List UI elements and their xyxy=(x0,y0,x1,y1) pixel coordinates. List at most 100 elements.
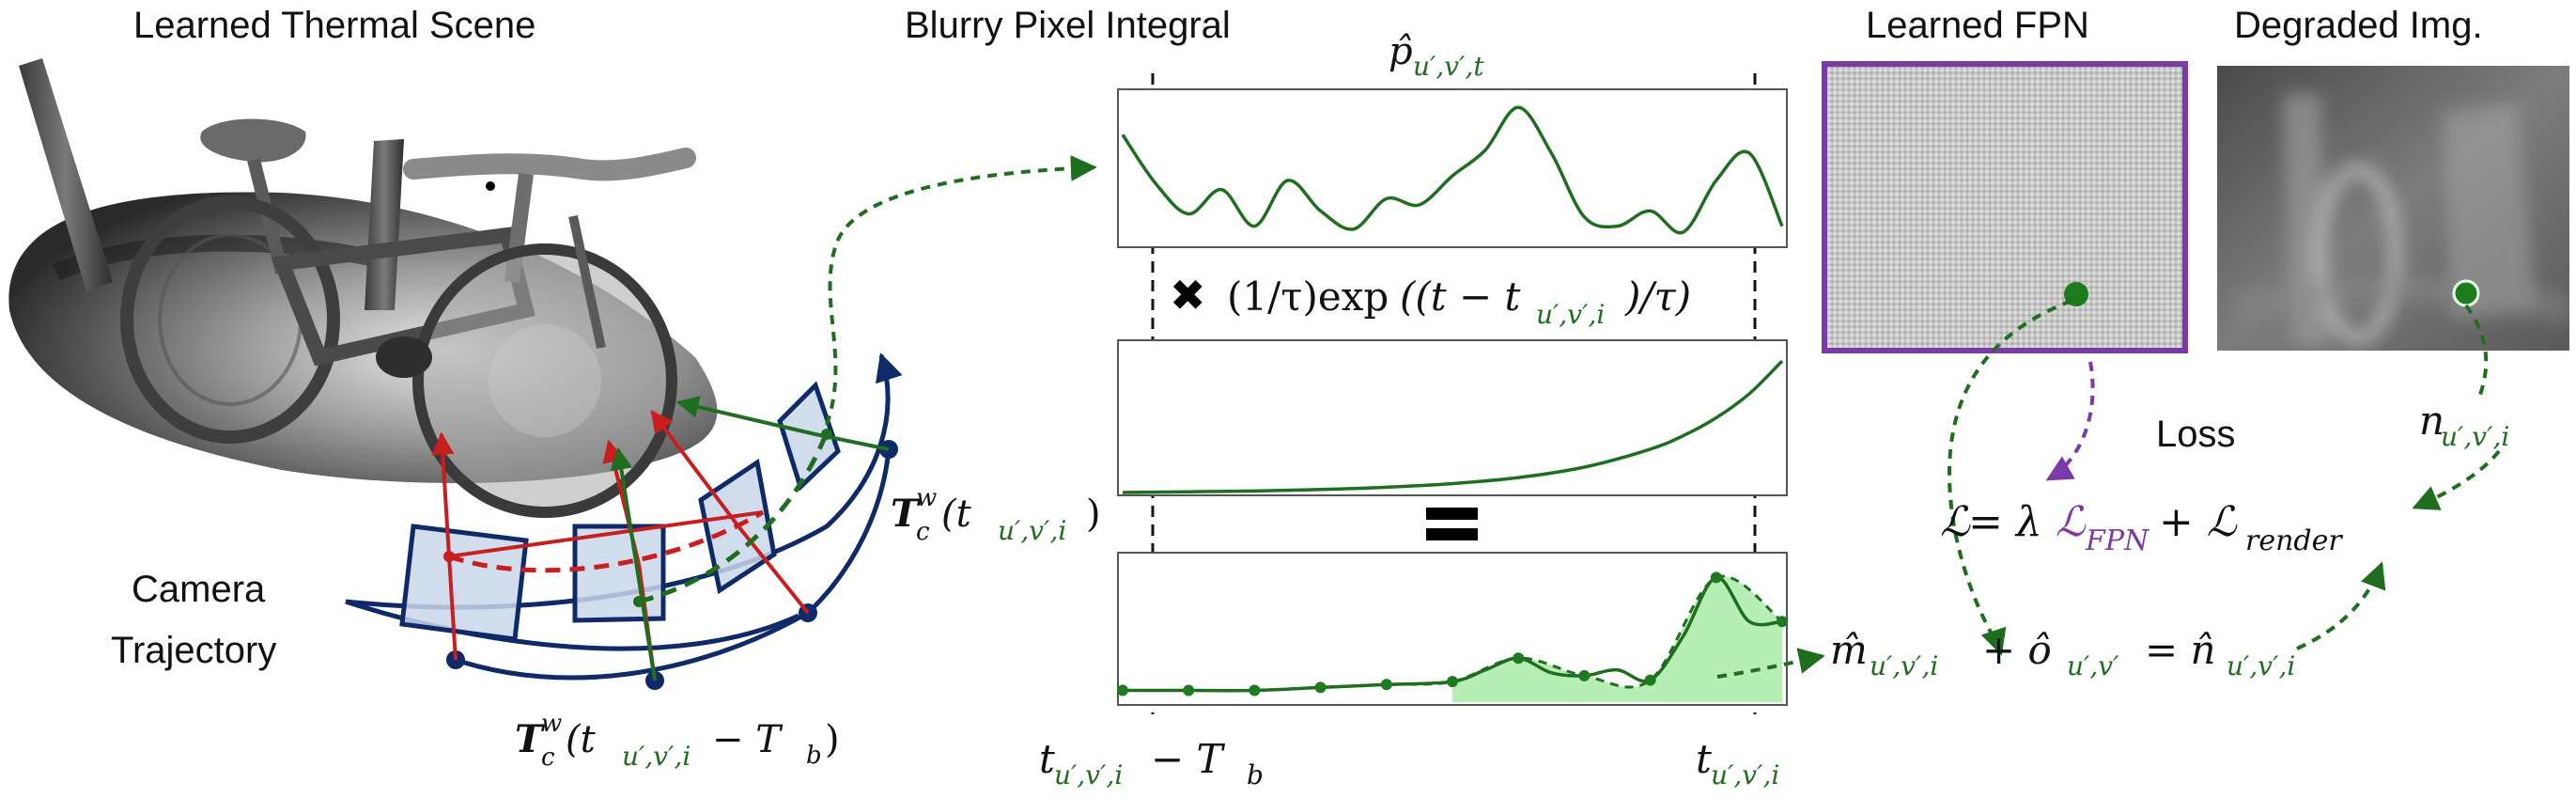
pose-lower-close: ) xyxy=(825,718,840,761)
pose-label-lower: T w c (t u′,v′,i − T b ) xyxy=(515,710,840,772)
ray-end-dot xyxy=(821,429,832,440)
pose-upper-close: ) xyxy=(1086,493,1101,536)
model-equation: m̂ u′,v′,i + ô u′,v′ = n̂ u′,v′,i xyxy=(1830,627,2295,681)
weight-curve xyxy=(1122,359,1784,494)
signal-label-p: p̂ xyxy=(1389,30,1413,73)
time-start-t: t xyxy=(1039,736,1055,782)
pose-upper-idx: u′,v′,i xyxy=(998,515,1066,546)
equals-icon xyxy=(1426,508,1478,540)
pose-lower-idx: u′,v′,i xyxy=(622,741,691,772)
product-sample-dot xyxy=(1249,684,1261,696)
product-samples xyxy=(1117,571,1788,696)
link-degraded-to-observed xyxy=(2464,304,2489,396)
loss-title: Loss xyxy=(2156,414,2236,455)
signal-label-sub: u′,v′,t xyxy=(1413,51,1484,82)
pose-label-upper: T w c (t u′,v′,i ) xyxy=(891,484,1101,546)
product-sample-dot xyxy=(1117,684,1128,696)
camera-frame xyxy=(777,381,841,492)
camera-axis-red xyxy=(431,431,455,557)
trajectory-label-line1: Camera xyxy=(132,569,266,610)
model-m-sub: u′,v′,i xyxy=(1870,650,1938,681)
weight-idx: u′,v′,i xyxy=(1536,299,1605,330)
pose-lower-T: T xyxy=(515,717,546,761)
pose-lower-sup: w xyxy=(541,710,562,738)
panel-signal xyxy=(1117,88,1788,248)
weight-text-c: )/τ) xyxy=(1624,274,1691,320)
loss-equation: ℒ = λ ℒ FPN + ℒ render xyxy=(1940,498,2343,557)
model-o-sub: u′,v′ xyxy=(2067,650,2119,681)
pose-upper-sub: c xyxy=(916,518,930,546)
camera-axis-green xyxy=(675,396,816,436)
panel-weight xyxy=(1117,339,1788,496)
link-estimate-to-loss xyxy=(2296,561,2386,650)
weight-expression: ✖ (1/τ)exp ((t − t u′,v′,i )/τ) xyxy=(1170,271,1691,330)
time-start-b: b xyxy=(1247,759,1264,790)
degraded-image xyxy=(2217,66,2569,351)
camera-trajectory xyxy=(345,352,903,690)
time-start-idx: u′,v′,i xyxy=(1054,759,1123,790)
loss-render-sub: render xyxy=(2245,524,2343,557)
loss-fpn-sub: FPN xyxy=(2085,524,2150,557)
camera-axis-red xyxy=(650,410,740,528)
model-n-sub: u′,v′,i xyxy=(2227,650,2295,681)
product-sample-dot xyxy=(1578,669,1591,681)
signal-label: p̂ u′,v′,t xyxy=(1389,30,1484,82)
thermal-scene-render xyxy=(8,58,718,518)
camera-ray-red xyxy=(448,510,764,558)
heading-integral: Blurry Pixel Integral xyxy=(905,5,1231,46)
link-fpn-to-estimate xyxy=(1948,299,2072,656)
observed-label: n u′,v′,i xyxy=(2419,398,2509,452)
loss-Lfpn: ℒ xyxy=(2056,498,2087,546)
time-start-rest: − T xyxy=(1151,736,1226,782)
weight-text-a: (1/τ)exp xyxy=(1227,274,1389,320)
heading-scene: Learned Thermal Scene xyxy=(133,5,535,46)
pose-upper-sup: w xyxy=(916,484,937,512)
model-eq-n: = n̂ xyxy=(2145,627,2216,673)
pose-lower-b: b xyxy=(806,742,822,770)
product-sample-dot xyxy=(1710,571,1722,584)
heading-fpn: Learned FPN xyxy=(1866,5,2089,46)
observed-sub: u′,v′,i xyxy=(2441,421,2509,452)
time-label-start: t u′,v′,i − T b xyxy=(1039,736,1264,790)
model-plus-o: + ô xyxy=(1982,627,2052,673)
times-icon: ✖ xyxy=(1170,271,1206,320)
weight-text-b: ((t − t xyxy=(1400,274,1521,320)
trajectory-label-line2: Trajectory xyxy=(111,630,276,671)
loss-plus: + ℒ xyxy=(2159,498,2238,546)
product-sample-dot xyxy=(1183,684,1195,696)
product-sample-dot xyxy=(1314,681,1327,694)
camera-ray-green-dashed xyxy=(638,431,830,604)
degraded-pixel-dot xyxy=(2452,279,2480,307)
product-sample-dot xyxy=(1447,676,1458,688)
heading-degraded: Degraded Img. xyxy=(2234,5,2483,46)
product-area xyxy=(1452,575,1782,702)
product-sample-dot xyxy=(1644,674,1656,686)
product-interp-curve xyxy=(1122,574,1783,693)
camera-axis-red xyxy=(447,555,458,661)
product-sample-dot xyxy=(1777,616,1788,628)
ray-origin-dot xyxy=(443,551,455,562)
trajectory-inner-arc-2 xyxy=(455,448,892,681)
link-scene-to-signal xyxy=(825,155,1097,426)
camera-frame xyxy=(572,524,666,623)
loss-L: ℒ xyxy=(1940,498,1971,546)
pose-upper-T: T xyxy=(891,492,922,536)
pose-lower-open: (t xyxy=(566,718,597,761)
camera-ray-red-dashed xyxy=(448,509,765,573)
pose-lower-minus: − T xyxy=(712,718,784,761)
camera-axis-green xyxy=(610,446,657,681)
pose-upper-open: (t xyxy=(941,493,972,536)
product-sample-dot xyxy=(1380,679,1392,691)
time-label-end: t u′,v′,i xyxy=(1696,736,1779,790)
time-end-idx: u′,v′,i xyxy=(1711,759,1779,790)
ray-end-dot xyxy=(633,596,644,607)
model-m: m̂ xyxy=(1830,627,1868,673)
product-sample-dot xyxy=(1513,652,1525,665)
observed-n: n xyxy=(2419,398,2444,444)
link-observed-to-loss xyxy=(2412,449,2501,510)
fpn-image xyxy=(1822,61,2188,353)
pose-lower-sub: c xyxy=(541,743,555,772)
camera-frame xyxy=(399,524,529,642)
signal-curve xyxy=(1121,105,1784,235)
